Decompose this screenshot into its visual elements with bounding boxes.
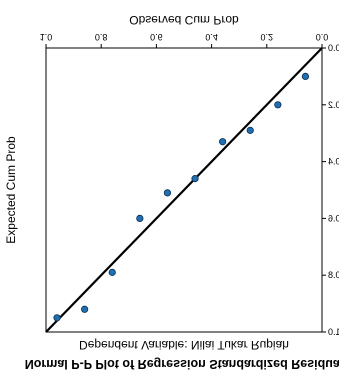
data-point-2 — [274, 101, 282, 109]
x-tick-label: 0.0 — [316, 32, 329, 42]
x-tick-label: 0.2 — [261, 32, 274, 42]
data-point-1 — [301, 72, 310, 81]
y-tick-label: 0.6 — [328, 213, 339, 223]
x-tick-label: 1.0 — [40, 32, 53, 42]
data-point-4 — [219, 138, 227, 146]
data-point-10 — [53, 314, 61, 322]
flipped-plot-group: 0.0 0.2 0.4 0.6 0.8 1.0 0.0 0.2 0.4 0.6 0.8 1.0 Nor… — [4, 13, 339, 371]
points-group — [53, 72, 310, 322]
axes-group — [45, 47, 323, 333]
data-point-8 — [108, 268, 116, 276]
plot-frame — [45, 47, 323, 333]
reference-line-group — [45, 47, 323, 333]
x-tick-label: 0.6 — [150, 32, 163, 42]
y-tick-label: 1.0 — [328, 327, 339, 337]
data-point-3 — [246, 126, 254, 134]
x-axis-label: Observed Cum Prob — [129, 13, 239, 27]
x-tick-label: 0.8 — [95, 32, 108, 42]
data-point-9 — [81, 305, 89, 313]
y-tick-label: 0.4 — [328, 157, 339, 167]
data-point-5 — [191, 175, 199, 183]
data-point-6 — [163, 189, 172, 197]
y-axis-label: Expected Cum Prob — [4, 136, 18, 244]
ticks-group: 0.0 0.2 0.4 0.6 0.8 1.0 0.0 0.2 0.4 0.6 0.8 1.0 — [40, 32, 339, 337]
y-tick-label: 0.8 — [328, 270, 339, 280]
chart-subtitle: Dependent Variable: Nilai Tukar Rupiah — [79, 338, 289, 352]
y-tick-label: 0.0 — [328, 43, 339, 53]
data-point-7 — [136, 214, 144, 222]
text-group: Normal P-P Plot of Regression Standardiz… — [4, 13, 339, 371]
x-tick-label: 0.4 — [205, 32, 218, 42]
y-tick-label: 0.2 — [328, 100, 339, 110]
chart-title: Normal P-P Plot of Regression Standardiz… — [25, 357, 339, 371]
reference-line — [45, 47, 323, 333]
